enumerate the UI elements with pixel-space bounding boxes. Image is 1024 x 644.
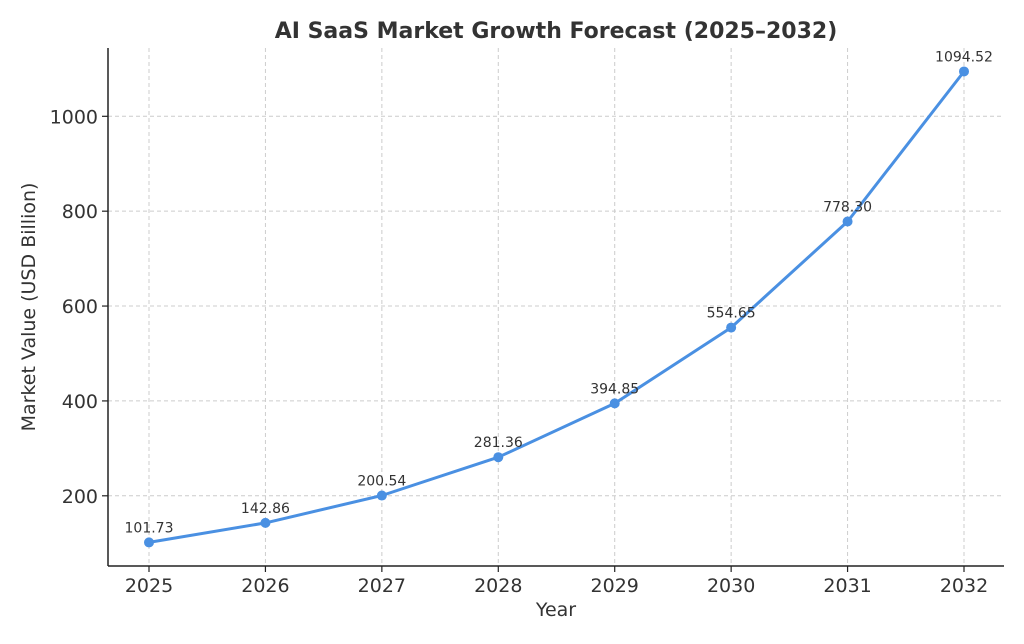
- chart-title: AI SaaS Market Growth Forecast (2025–203…: [275, 19, 838, 44]
- data-label: 101.73: [125, 520, 174, 536]
- data-label: 142.86: [241, 501, 290, 517]
- data-label: 394.85: [590, 381, 639, 397]
- label-layer: 101.73 142.86 200.54 281.36 394.85 554.65 778.…: [125, 49, 993, 536]
- x-tick-label: 2030: [707, 575, 755, 597]
- grid-layer: [108, 48, 1004, 566]
- data-point: [144, 537, 154, 548]
- data-point: [959, 66, 969, 77]
- data-point: [493, 452, 504, 463]
- x-axis-label: Year: [535, 599, 576, 621]
- data-label: 1094.52: [935, 49, 993, 65]
- data-label: 281.36: [474, 435, 523, 451]
- x-tick-label: 2029: [591, 575, 639, 597]
- x-tick-label: 2032: [940, 575, 988, 597]
- data-label: 200.54: [357, 474, 406, 490]
- x-tick-label: 2031: [823, 575, 871, 597]
- axis-layer: 2025 2026 2027 2028 2029 2030 2031 2032 200 400 60…: [50, 48, 1004, 597]
- data-point: [609, 398, 620, 409]
- x-tick-label: 2027: [358, 575, 406, 597]
- data-label: 778.30: [823, 199, 872, 215]
- data-label: 554.65: [707, 306, 756, 322]
- y-tick-label: 600: [62, 296, 98, 318]
- y-tick-label: 200: [62, 486, 98, 508]
- x-tick-label: 2028: [474, 575, 522, 597]
- data-point: [376, 490, 387, 501]
- y-tick-label: 800: [62, 201, 98, 223]
- y-tick-label: 1000: [50, 106, 98, 128]
- series-line: [147, 70, 966, 544]
- x-tick-label: 2025: [125, 575, 173, 597]
- x-tick-label: 2026: [241, 575, 289, 597]
- data-point: [842, 216, 853, 227]
- y-tick-label: 400: [62, 391, 98, 413]
- data-point: [726, 322, 737, 333]
- data-point: [260, 517, 271, 528]
- y-axis-label: Market Value (USD Billion): [18, 183, 40, 432]
- series-layer: [144, 66, 969, 548]
